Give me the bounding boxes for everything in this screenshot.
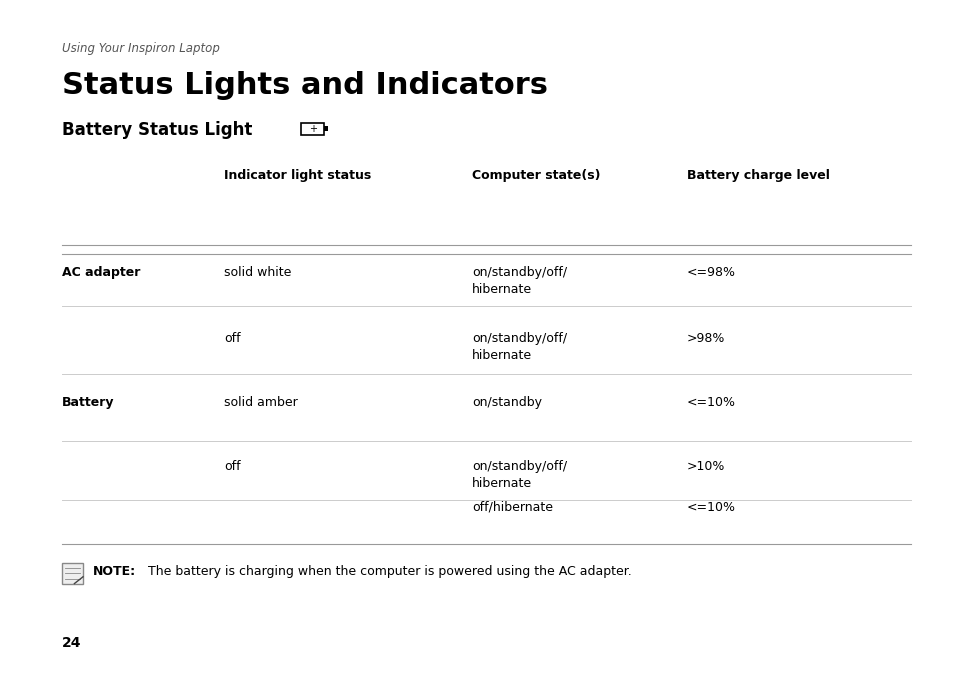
Text: Computer state(s): Computer state(s) [472, 169, 600, 182]
Text: solid white: solid white [224, 266, 292, 279]
Text: Using Your Inspiron Laptop: Using Your Inspiron Laptop [62, 42, 219, 55]
Text: NOTE:: NOTE: [92, 565, 135, 577]
Text: Battery Status Light: Battery Status Light [62, 121, 253, 139]
Text: Status Lights and Indicators: Status Lights and Indicators [62, 71, 547, 100]
Text: AC adapter: AC adapter [62, 266, 140, 279]
Text: The battery is charging when the computer is powered using the AC adapter.: The battery is charging when the compute… [148, 565, 631, 577]
Text: on/standby/off/
hibernate: on/standby/off/ hibernate [472, 460, 567, 490]
Bar [324, 126, 328, 131]
Text: >98%: >98% [686, 332, 724, 345]
Text: on/standby/off/
hibernate: on/standby/off/ hibernate [472, 332, 567, 362]
Text: solid amber: solid amber [224, 396, 297, 409]
Text: on/standby/off/
hibernate: on/standby/off/ hibernate [472, 266, 567, 296]
Text: <=98%: <=98% [686, 266, 735, 279]
Text: >10%: >10% [686, 460, 724, 473]
Text: <=10%: <=10% [686, 501, 735, 514]
Text: Battery: Battery [62, 396, 114, 409]
Text: off/hibernate: off/hibernate [472, 501, 553, 514]
Bar [301, 123, 324, 135]
Text: off: off [224, 332, 240, 345]
Text: off: off [224, 460, 240, 473]
Text: +: + [309, 124, 316, 134]
Text: 24: 24 [62, 636, 81, 650]
Text: Indicator light status: Indicator light status [224, 169, 371, 182]
Text: <=10%: <=10% [686, 396, 735, 409]
Text: Battery charge level: Battery charge level [686, 169, 829, 182]
Bar [62, 563, 83, 584]
Text: on/standby: on/standby [472, 396, 541, 409]
